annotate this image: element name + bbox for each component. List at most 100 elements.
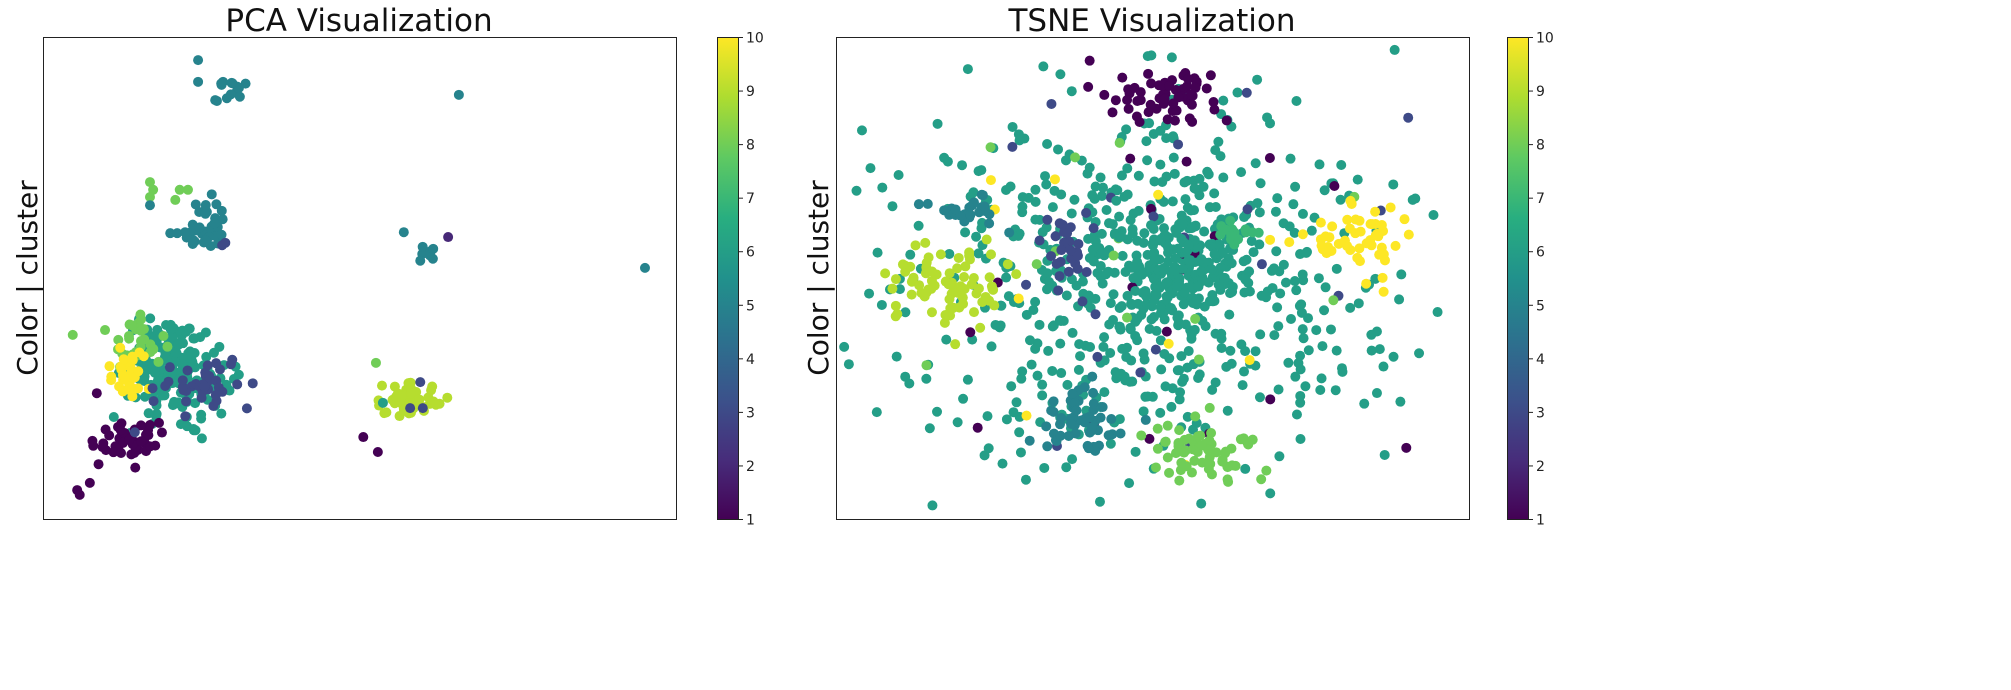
scatter-point (1354, 256, 1365, 267)
scatter-point (944, 294, 955, 305)
scatter-point (93, 459, 104, 470)
scatter-point (1196, 254, 1207, 265)
scatter-point (1178, 299, 1189, 310)
scatter-point (1193, 373, 1204, 384)
scatter-point (1206, 469, 1217, 480)
scatter-point (973, 166, 984, 177)
scatter-point (1092, 351, 1103, 362)
scatter-point (1317, 341, 1328, 352)
scatter-point (1173, 310, 1184, 321)
scatter-point (1272, 302, 1283, 313)
scatter-point (1056, 189, 1067, 200)
scatter-point (1046, 98, 1057, 109)
scatter-point (1183, 240, 1194, 251)
scatter-point (965, 209, 976, 220)
scatter-point (1172, 365, 1183, 376)
scatter-point (975, 322, 986, 333)
scatter-point (971, 231, 982, 242)
scatter-point (1085, 341, 1096, 352)
scatter-point (932, 118, 943, 129)
scatter-point (989, 300, 1000, 311)
scatter-point (1185, 205, 1196, 216)
scatter-point (1081, 207, 1092, 218)
scatter-point (453, 89, 464, 100)
scatter-point (1081, 267, 1092, 278)
scatter-point (1097, 182, 1108, 193)
scatter-point (950, 339, 961, 350)
scatter-point (1078, 288, 1089, 299)
scatter-point (1346, 198, 1357, 209)
scatter-point (1262, 286, 1273, 297)
scatter-point (391, 391, 402, 402)
scatter-point (100, 325, 111, 336)
scatter-point (123, 330, 134, 341)
scatter-point (211, 199, 222, 210)
scatter-point (144, 192, 155, 203)
scatter-point (398, 227, 409, 238)
scatter-point (1182, 81, 1193, 92)
scatter-point (1072, 250, 1083, 261)
scatter-point (1114, 303, 1125, 314)
scatter-point (1283, 357, 1294, 368)
scatter-point (1316, 373, 1327, 384)
scatter-point (1204, 435, 1215, 446)
scatter-point (1184, 433, 1195, 444)
scatter-point (1239, 366, 1250, 377)
scatter-point (1176, 351, 1187, 362)
scatter-point (1030, 184, 1041, 195)
scatter-point (1041, 179, 1052, 190)
scatter-point (1007, 141, 1018, 152)
scatter-point (924, 423, 935, 434)
scatter-point (1169, 115, 1180, 126)
scatter-point (1100, 269, 1111, 280)
scatter-point (1148, 211, 1159, 222)
scatter-point (1336, 160, 1347, 171)
scatter-point (1342, 214, 1353, 225)
scatter-point (177, 375, 188, 386)
scatter-point (1337, 366, 1348, 377)
scatter-point (1095, 172, 1106, 183)
scatter-point (1330, 385, 1341, 396)
scatter-point (1187, 116, 1198, 127)
scatter-point (1082, 440, 1093, 451)
scatter-point (172, 228, 183, 239)
scatter-point (940, 309, 951, 320)
scatter-point (170, 194, 181, 205)
scatter-point (417, 403, 428, 414)
scatter-point (973, 283, 984, 294)
scatter-point (200, 235, 211, 246)
scatter-point (964, 202, 975, 213)
scatter-point (1199, 226, 1210, 237)
scatter-point (1155, 125, 1166, 136)
scatter-point (1180, 194, 1191, 205)
scatter-point (1129, 82, 1140, 93)
scatter-point (200, 208, 211, 219)
colorbar-tick-label: 7 (1536, 191, 1545, 207)
scatter-point (1041, 421, 1052, 432)
scatter-point (1143, 107, 1154, 118)
scatter-point (1110, 95, 1121, 106)
scatter-point (125, 381, 136, 392)
scatter-point (1005, 181, 1016, 192)
scatter-point (1198, 181, 1209, 192)
scatter-point (1218, 95, 1229, 106)
scatter-point (906, 289, 917, 300)
scatter-point (1217, 454, 1228, 465)
scatter-point (1164, 467, 1175, 478)
scatter-point (200, 200, 211, 211)
scatter-point (1196, 266, 1207, 277)
scatter-point (939, 317, 950, 328)
scatter-point (957, 292, 968, 303)
scatter-point (209, 218, 220, 229)
scatter-point (1001, 414, 1012, 425)
scatter-point (1069, 194, 1080, 205)
scatter-point (1162, 420, 1173, 431)
scatter-point (900, 307, 911, 318)
chart-title: TSNE Visualization (1007, 3, 1295, 39)
scatter-point (1271, 246, 1282, 257)
scatter-point (887, 283, 898, 294)
scatter-point (67, 329, 78, 340)
scatter-point (1086, 422, 1097, 433)
scatter-point (136, 325, 147, 336)
scatter-point (1143, 68, 1154, 79)
